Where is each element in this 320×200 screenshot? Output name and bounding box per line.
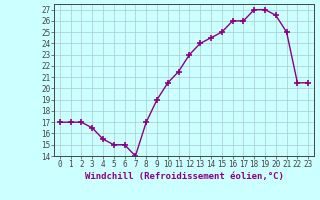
X-axis label: Windchill (Refroidissement éolien,°C): Windchill (Refroidissement éolien,°C) bbox=[84, 172, 284, 181]
